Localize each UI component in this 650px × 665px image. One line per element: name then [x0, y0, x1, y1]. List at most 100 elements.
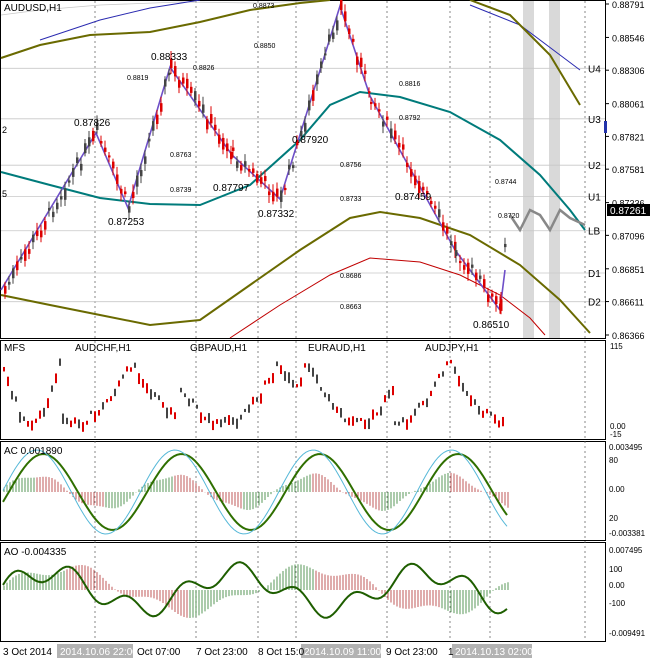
mfs-indicator	[3, 358, 504, 432]
swing-label: 0.86510	[473, 320, 510, 331]
time-label-5: 8 Oct 15:0	[258, 647, 305, 658]
candle-body	[48, 207, 51, 211]
mfs-bar	[402, 417, 404, 423]
candle-body	[467, 262, 470, 274]
candle-body	[124, 191, 127, 195]
candle-body	[479, 275, 482, 279]
mfs-bar	[410, 415, 412, 423]
mfs-bar	[43, 407, 45, 417]
mfs-bar	[438, 373, 440, 379]
mfs-bar	[27, 420, 29, 427]
mfs-bar	[74, 417, 76, 424]
candle-body	[320, 61, 323, 69]
mfs-bar	[328, 394, 330, 402]
candle-body	[160, 103, 163, 112]
candle-body	[136, 175, 139, 187]
candle-body	[450, 241, 453, 246]
candle-body	[214, 124, 217, 130]
candle-body	[20, 256, 23, 260]
candle-body	[430, 200, 433, 204]
mfs-bar	[188, 398, 190, 407]
candle-body	[296, 139, 299, 146]
candle-body	[76, 157, 79, 164]
candle-body	[272, 191, 275, 202]
time-label-1: 3 Oct 2014	[3, 647, 52, 658]
candle-body	[360, 57, 363, 67]
mfs-bar	[138, 373, 140, 385]
mfs-symbol-1: AUDCHF,H1	[75, 343, 132, 354]
ao-tick-label: 100	[609, 565, 623, 574]
candle-body	[292, 165, 295, 169]
candle-body	[316, 74, 319, 85]
candle-body	[352, 38, 355, 42]
ac-tick-label: 0.003495	[609, 443, 643, 452]
candle-body	[276, 188, 279, 197]
ao-tick-label: -0.009491	[609, 629, 646, 638]
olive-band-lower	[0, 210, 591, 334]
mfs-bar	[474, 399, 476, 405]
mfs-bar	[236, 418, 238, 429]
candle-body	[186, 78, 189, 89]
mfs-bar	[280, 365, 282, 375]
swing-labels: 0.87253 0.87826 0.88333 0.87797 0.87332 0.879…	[74, 52, 510, 331]
mfs-bar	[162, 402, 164, 408]
candle-body	[340, 0, 343, 10]
candle-body	[328, 34, 331, 42]
level-label: D2	[588, 298, 601, 309]
candle-body	[56, 202, 59, 210]
level-annotation: 0.8720	[498, 213, 520, 220]
candle-body	[491, 293, 494, 297]
price-candles	[4, 0, 507, 315]
candle-body	[116, 174, 119, 184]
swing-label: 0.87459	[395, 192, 432, 203]
candle-body	[168, 72, 171, 76]
mfs-bar	[78, 419, 80, 429]
swing-label: 0.87797	[213, 183, 250, 194]
mfs-tick-label: -15	[610, 430, 622, 439]
ao-tick-label: 0.007495	[609, 546, 643, 555]
mfs-bar	[490, 411, 492, 416]
swing-label: 0.88333	[151, 52, 188, 63]
mfs-bar	[106, 399, 108, 403]
mfs-bar	[51, 385, 53, 392]
level-label: LB	[588, 227, 601, 238]
candle-body	[104, 147, 107, 152]
candle-body	[44, 221, 47, 230]
mfs-bar	[332, 403, 334, 410]
candle-body	[182, 77, 185, 84]
ac-indicator	[2, 449, 509, 535]
candle-body	[348, 28, 351, 34]
candle-body	[390, 128, 393, 139]
mfs-bar	[232, 417, 234, 425]
mfs-bar	[288, 372, 290, 384]
mfs-bar	[66, 417, 68, 425]
mfs-bar	[372, 409, 374, 420]
time-label-8: 1	[448, 647, 454, 658]
price-tick-label: 0.88791	[612, 0, 645, 10]
edge-mark-2: 5	[2, 189, 7, 199]
candle-body	[260, 177, 263, 184]
candle-body	[210, 114, 213, 124]
level-annotation: 0.8816	[399, 81, 421, 88]
mfs-bar	[296, 384, 298, 388]
mfs-bar	[170, 407, 172, 415]
mfs-bar	[90, 410, 92, 414]
ac-tick-label: 80	[609, 456, 618, 465]
mfs-bar	[458, 375, 460, 387]
mfs-panel-frame	[0, 340, 606, 440]
mfs-bar	[220, 419, 222, 428]
mfs-symbol-2: GBPAUD,H1	[190, 343, 247, 354]
mfs-bar	[264, 380, 266, 385]
mfs-bar	[272, 373, 274, 384]
mfs-bar	[70, 420, 72, 428]
candle-body	[483, 279, 486, 288]
mfs-bar	[356, 417, 358, 423]
candle-body	[442, 222, 445, 231]
mfs-bar	[466, 390, 468, 396]
mfs-bar	[462, 382, 464, 392]
candle-body	[240, 165, 243, 171]
mfs-bar	[62, 413, 64, 424]
candle-body	[72, 168, 75, 177]
candle-body	[280, 190, 283, 202]
